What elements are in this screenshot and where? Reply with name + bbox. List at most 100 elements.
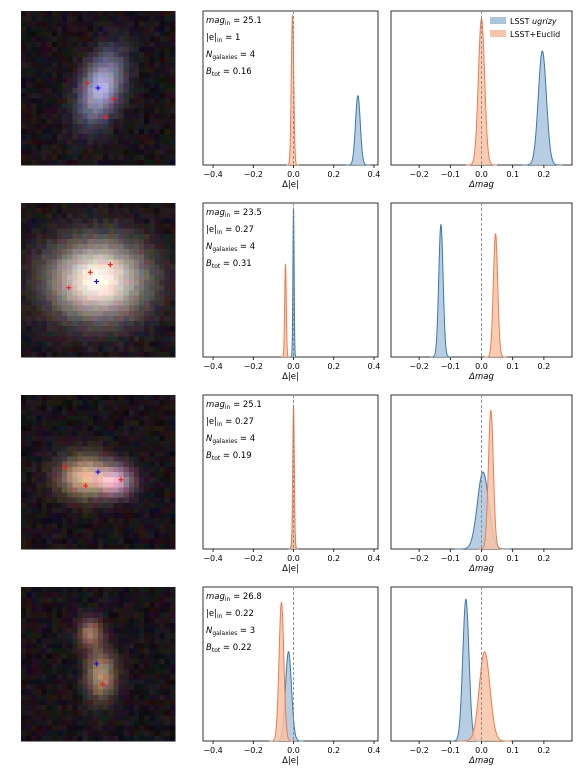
pixel — [31, 684, 37, 690]
pixel — [154, 420, 160, 427]
pixel — [103, 430, 109, 437]
pixel — [133, 280, 140, 286]
pixel — [62, 321, 68, 327]
pixel — [118, 144, 124, 150]
pixel — [56, 108, 63, 114]
pixel — [133, 597, 140, 603]
pixel — [139, 123, 145, 130]
pixel — [56, 123, 63, 130]
pixel — [98, 405, 104, 411]
pixel — [77, 346, 83, 353]
pixel — [133, 436, 140, 442]
pixel — [72, 208, 78, 214]
pixel — [31, 587, 37, 593]
pixel — [108, 482, 114, 488]
pixel — [113, 36, 119, 43]
pixel — [62, 123, 68, 130]
pixel — [123, 710, 130, 716]
pixel — [159, 98, 166, 104]
pixel — [21, 658, 27, 665]
pixel — [46, 482, 53, 488]
pixel — [139, 684, 145, 690]
pixel — [103, 208, 109, 214]
pixel — [82, 36, 89, 43]
pixel — [128, 93, 135, 99]
pixel — [82, 93, 89, 99]
pixel — [36, 725, 42, 732]
pixel — [77, 67, 83, 73]
pixel — [149, 280, 155, 286]
pixel — [169, 77, 176, 84]
pixel — [77, 259, 83, 265]
pixel — [113, 441, 119, 447]
pixel — [62, 461, 68, 468]
pixel — [31, 533, 37, 540]
pixel — [72, 720, 78, 726]
pixel — [144, 735, 150, 742]
pixel — [123, 57, 130, 63]
pixel — [21, 36, 27, 43]
pixel — [92, 82, 99, 89]
pixel — [46, 492, 53, 498]
pixel — [108, 52, 114, 58]
pixel — [21, 72, 27, 79]
pixel — [46, 538, 53, 545]
pixel — [169, 633, 176, 639]
pixel — [113, 420, 119, 427]
pixel — [118, 336, 124, 342]
pixel — [128, 62, 135, 68]
pixel — [149, 123, 155, 130]
pixel — [103, 315, 109, 322]
pixel — [133, 336, 140, 342]
pixel — [72, 592, 78, 598]
pixel — [36, 689, 42, 696]
pixel — [154, 57, 160, 63]
pixel — [26, 108, 32, 114]
pixel — [87, 607, 94, 613]
pixel — [128, 31, 135, 37]
pixel — [26, 674, 32, 680]
pixel — [113, 643, 119, 649]
pixel — [92, 628, 99, 634]
pixel — [51, 405, 58, 411]
pixel — [62, 88, 68, 94]
pixel — [118, 587, 124, 593]
pixel — [103, 441, 109, 447]
pixel — [113, 88, 119, 94]
pixel — [82, 154, 89, 161]
pixel — [133, 238, 140, 245]
pixel — [92, 326, 99, 332]
pixel — [149, 446, 155, 452]
pixel — [92, 208, 99, 214]
pixel — [62, 223, 68, 229]
pixel — [164, 321, 171, 327]
pixel — [118, 331, 124, 337]
pixel — [67, 326, 73, 332]
pixel — [31, 523, 37, 529]
pixel — [123, 513, 130, 519]
pixel — [51, 159, 58, 166]
pixel — [36, 648, 42, 655]
pixel — [164, 31, 171, 37]
pixel — [41, 415, 47, 421]
pixel — [62, 269, 68, 276]
density-line-euclid — [269, 601, 294, 742]
pixel — [46, 456, 53, 463]
pixel — [98, 694, 104, 701]
pixel — [46, 430, 53, 437]
pixel — [98, 108, 104, 114]
pixel — [31, 436, 37, 442]
pixel — [133, 533, 140, 540]
pixel — [67, 643, 73, 649]
pixel — [36, 528, 42, 534]
pixel — [31, 456, 37, 463]
pixel — [123, 507, 130, 514]
pixel — [118, 446, 124, 452]
pixel — [67, 674, 73, 680]
pixel — [128, 648, 135, 655]
pixel — [164, 134, 171, 140]
pixel — [26, 653, 32, 660]
